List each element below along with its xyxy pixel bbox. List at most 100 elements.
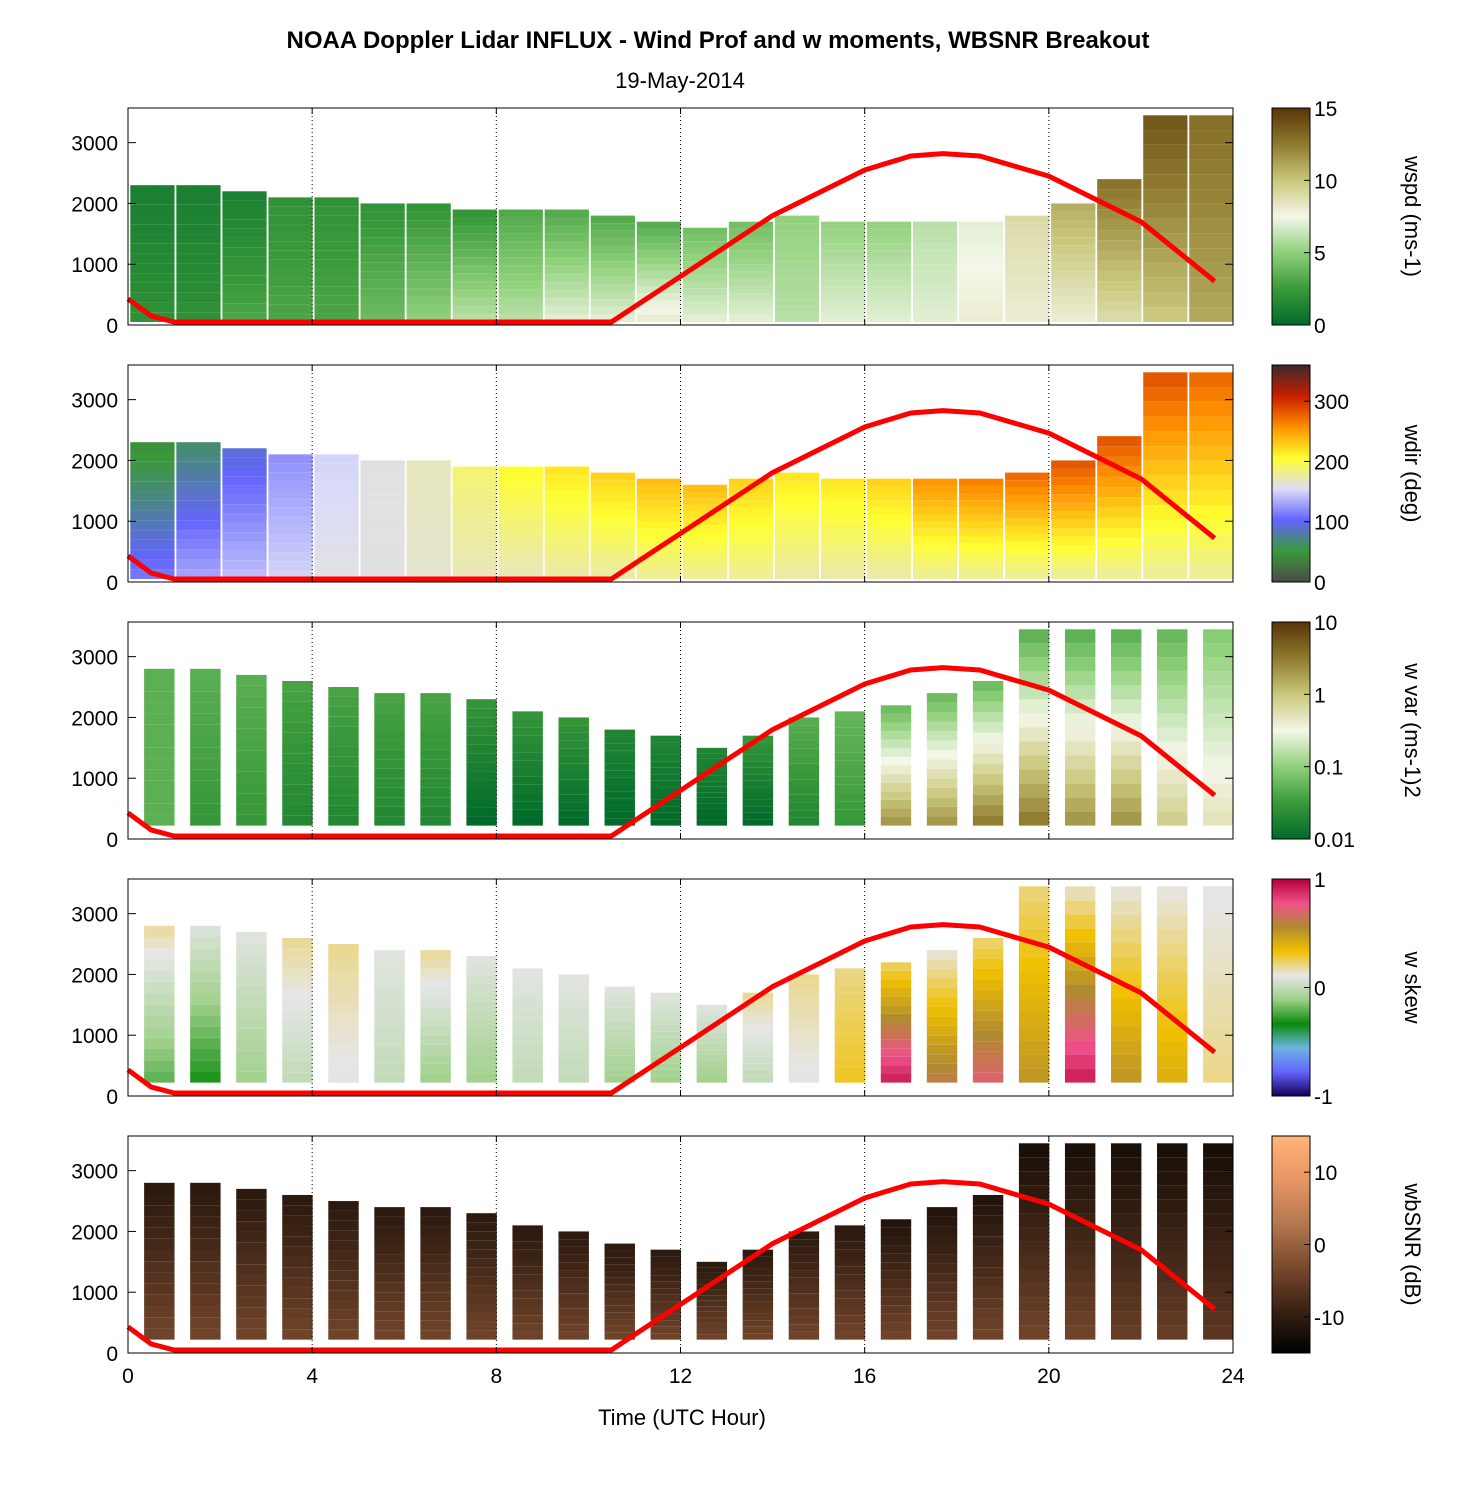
- heatmap-cell: [420, 1044, 451, 1055]
- heatmap-cell: [190, 1306, 221, 1318]
- heatmap-cell: [926, 787, 958, 798]
- heatmap-cell: [1110, 900, 1142, 915]
- heatmap-cell: [144, 948, 175, 960]
- heatmap-cell: [959, 286, 1004, 294]
- heatmap-cell: [328, 776, 359, 787]
- heatmap-cell: [236, 1231, 267, 1243]
- heatmap-cell: [314, 463, 359, 473]
- heatmap-cell: [820, 307, 866, 315]
- heatmap-cell: [374, 768, 405, 779]
- grid-lines: [311, 879, 1234, 1096]
- heatmap-cell: [558, 1074, 589, 1083]
- heatmap-cell: [328, 1062, 359, 1073]
- heatmap-cell: [1097, 281, 1142, 292]
- heatmap-cell: [420, 1054, 451, 1064]
- heatmap-cell: [1097, 466, 1142, 477]
- heatmap-cell: [728, 528, 774, 536]
- heatmap-cell: [1203, 699, 1234, 714]
- colorbar-label: wdir (deg): [1400, 424, 1425, 523]
- heatmap-cell: [742, 1275, 774, 1282]
- colorbar-tick-label: 0: [1314, 978, 1326, 1001]
- heatmap-cell: [466, 1231, 497, 1241]
- heatmap-cell: [1203, 1227, 1234, 1242]
- heatmap-cell: [406, 511, 451, 520]
- heatmap-cell: [1203, 998, 1234, 1013]
- heatmap-cell: [1110, 1026, 1142, 1041]
- heatmap-cell: [774, 215, 820, 224]
- heatmap-cell: [788, 1331, 820, 1340]
- x-ticks: 0 4 8 12 16 20 24: [122, 1136, 1245, 1388]
- heatmap-cell: [1110, 783, 1142, 798]
- heatmap-cell: [834, 1331, 866, 1340]
- heatmap-cell: [222, 513, 267, 523]
- heatmap-cell: [1018, 900, 1050, 915]
- heatmap-cell: [498, 209, 543, 218]
- heatmap-cell: [604, 811, 635, 819]
- heatmap-cell: [742, 1262, 774, 1269]
- heatmap-cell: [282, 732, 313, 743]
- heatmap-cell: [222, 200, 267, 210]
- heatmap-cell: [512, 792, 543, 802]
- heatmap-cell: [544, 530, 589, 539]
- heatmap-cell: [1051, 271, 1096, 280]
- heatmap-cell: [1203, 928, 1234, 943]
- heatmap-cell: [1051, 545, 1096, 554]
- heatmap-cell: [682, 227, 728, 235]
- heatmap-cell: [466, 1073, 497, 1083]
- heatmap-cell: [636, 550, 681, 558]
- heatmap-cell: [544, 281, 589, 290]
- heatmap-cell: [636, 235, 681, 244]
- heatmap-cell: [360, 536, 405, 546]
- heatmap-cell: [360, 494, 405, 503]
- heatmap-cell: [512, 1290, 543, 1299]
- heatmap-cell: [926, 712, 958, 722]
- heatmap-cell: [788, 725, 820, 733]
- heatmap-cell: [880, 1313, 912, 1323]
- heatmap-cell: [834, 1058, 866, 1067]
- heatmap-cell: [728, 271, 774, 279]
- figure-title: NOAA Doppler Lidar INFLUX - Wind Prof an…: [287, 27, 1150, 54]
- heatmap-cell: [1189, 130, 1234, 145]
- heatmap-cell: [544, 482, 589, 491]
- heatmap-cell: [1110, 755, 1142, 770]
- heatmap-cell: [1051, 460, 1096, 469]
- heatmap-cell: [1018, 1283, 1050, 1298]
- heatmap-cell: [360, 570, 405, 579]
- heatmap-cell: [236, 1285, 267, 1297]
- heatmap-cell: [1097, 240, 1142, 251]
- heatmap-cell: [130, 302, 175, 313]
- heatmap-cell: [406, 570, 451, 579]
- heatmap-cell: [268, 570, 313, 579]
- heatmap-cell: [696, 1077, 728, 1083]
- heatmap-cell: [742, 1294, 774, 1302]
- heatmap-cell: [1051, 468, 1096, 478]
- heatmap-cell: [959, 271, 1004, 279]
- heatmap-cell: [236, 1039, 267, 1051]
- heatmap-cell: [282, 1215, 313, 1226]
- heatmap-cell: [972, 948, 1004, 959]
- heatmap-cell: [913, 478, 958, 486]
- heatmap-cell: [774, 510, 820, 519]
- heatmap-cell: [834, 1041, 866, 1050]
- heatmap-cell: [604, 736, 635, 744]
- heatmap-cell: [144, 1182, 175, 1195]
- heatmap-cell: [360, 254, 405, 263]
- heatmap-cell: [636, 528, 681, 536]
- y-tick-label: 0: [106, 1343, 118, 1366]
- heatmap-cell: [512, 1066, 543, 1075]
- heatmap-cell: [176, 194, 221, 205]
- heatmap-cell: [190, 1283, 221, 1295]
- heatmap-cell: [1064, 900, 1096, 915]
- heatmap-cell: [268, 232, 313, 242]
- heatmap-cell: [466, 735, 497, 745]
- heatmap-cell: [788, 817, 820, 826]
- heatmap-cell: [1064, 1026, 1096, 1041]
- heatmap-cell: [742, 787, 774, 794]
- heatmap-cell: [774, 261, 820, 269]
- heatmap-cell: [696, 775, 728, 782]
- heatmap-cell: [742, 767, 774, 775]
- heatmap-cell: [834, 1298, 866, 1307]
- heatmap-cell: [374, 740, 405, 750]
- heatmap-cell: [650, 799, 681, 807]
- heatmap-cell: [420, 759, 451, 769]
